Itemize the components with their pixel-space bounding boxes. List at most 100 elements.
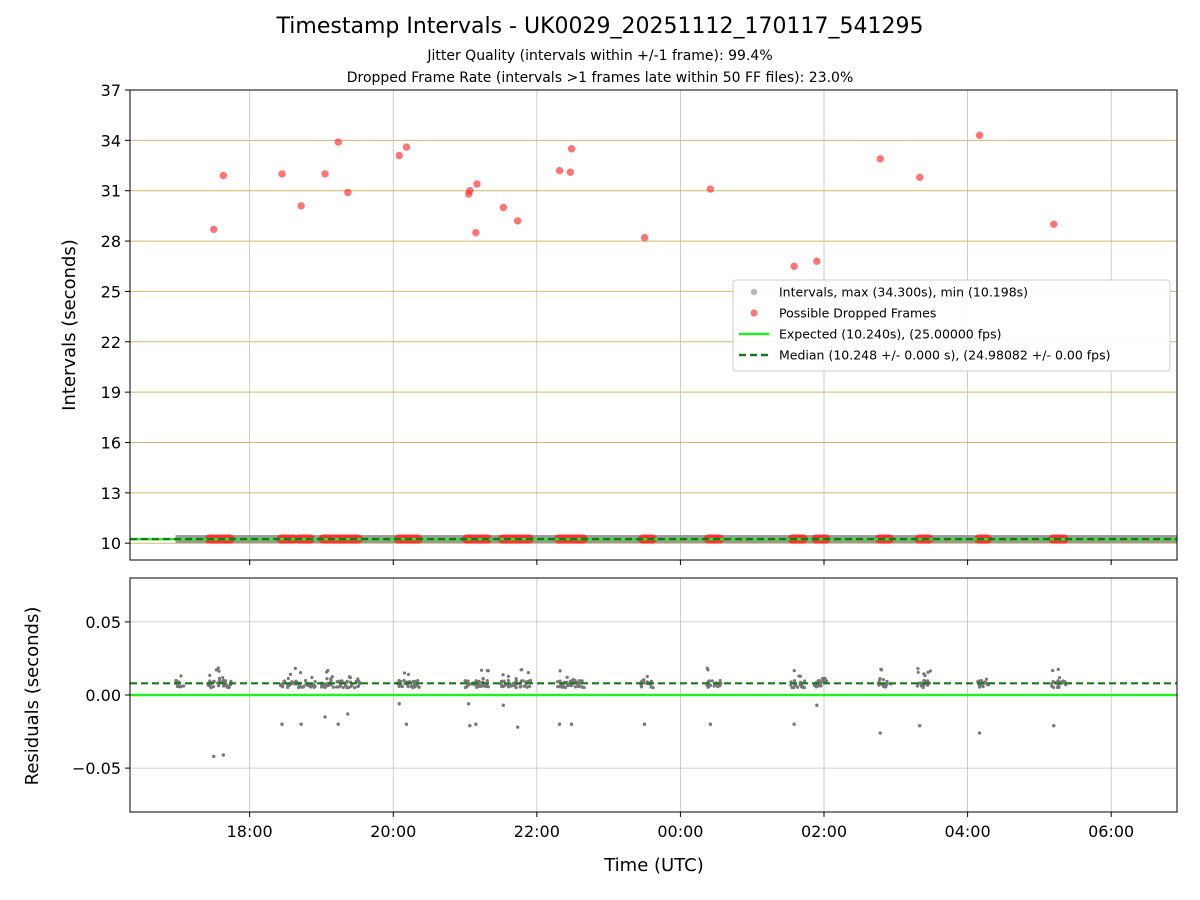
dropped-frame-point-14 [513,217,522,225]
residual-point-219 [485,679,489,683]
residual-point-416 [819,683,823,687]
residual-point-12 [178,684,182,689]
residual-point-247 [528,684,532,688]
residual-point-499 [1057,676,1062,680]
residual-point-134 [348,676,353,680]
residual-point-421 [818,680,822,685]
residual-point-264 [521,679,525,683]
residual-point-151 [335,685,339,689]
residual-point-87 [303,679,308,683]
residual-point-38 [208,673,212,677]
dropped-frame-point-8 [402,143,411,151]
residual-point-349 [642,681,646,685]
residual-point-123 [325,677,329,681]
residual-point-479 [984,677,989,681]
dropped-frame-point-10 [466,187,474,195]
residual-point-226 [479,668,484,672]
residual-point-50 [208,679,212,683]
x-tick-label-0: 18:00 [227,822,273,841]
residual-point-195 [417,685,421,689]
residual-point-107 [301,685,305,689]
residual-point-460 [919,681,923,685]
intervals-ytick-label-5: 25 [101,282,121,301]
residual-point-331 [578,684,582,688]
residual-point-271 [499,679,504,683]
y-axis-label-intervals: Intervals (seconds) [59,239,80,411]
intervals-marks [130,131,1177,544]
residual-outlier-16 [642,722,647,726]
chart-legend: Intervals, max (34.300s), min (10.198s) … [732,279,1171,372]
residual-point-283 [500,684,504,688]
residual-point-235 [485,669,489,673]
residual-point-160 [356,679,360,683]
residual-point-79 [285,685,290,690]
residual-point-255 [509,683,514,687]
residual-point-441 [879,667,883,671]
residual-point-127 [345,680,349,684]
residual-point-505 [1056,679,1060,683]
dropped-frame-point-24 [975,131,984,140]
dropped-frame-point-20 [790,262,798,270]
residual-outlier-2 [280,722,284,726]
residual-point-193 [411,686,415,690]
residual-point-417 [820,676,825,681]
dropped-frame-point-23 [916,173,924,181]
residual-point-43 [209,686,213,690]
residual-point-22 [216,684,221,688]
residual-point-420 [814,685,818,689]
residual-point-440 [878,677,882,681]
residual-point-458 [926,679,930,683]
residual-outlier-4 [323,715,327,719]
residual-point-232 [478,682,482,687]
residual-point-302 [558,669,562,673]
residual-point-114 [341,685,345,690]
residual-point-400 [801,685,805,689]
residual-point-298 [565,675,569,679]
x-tick-label-2: 22:00 [514,822,560,841]
residual-point-483 [979,678,983,683]
residual-point-44 [221,675,225,680]
legend-marker-intervals [750,288,758,296]
residual-point-375 [706,668,710,672]
intervals-axes-frame [129,89,1178,561]
residual-point-230 [465,679,470,683]
dropped-frame-point-3 [297,202,305,210]
residual-point-506 [1051,679,1055,684]
residual-point-398 [790,685,794,690]
residual-point-371 [712,684,716,688]
residual-outlier-10 [468,724,472,728]
residual-point-435 [882,684,886,689]
residual-point-100 [309,684,314,688]
residual-point-260 [518,685,522,689]
residual-point-422 [823,678,827,683]
residual-point-286 [506,678,511,683]
residual-point-158 [323,685,327,690]
dropped-frame-point-21 [813,257,821,265]
residual-point-39 [226,685,230,689]
residual-point-344 [645,674,649,679]
residual-outlier-3 [299,722,303,726]
x-tick-label-6: 06:00 [1088,822,1134,841]
residual-outlier-0 [212,754,216,759]
residual-outlier-14 [557,722,562,726]
residual-point-33 [217,669,221,673]
residuals-ytick-label-2: −0.05 [72,759,121,778]
dropped-frame-point-1 [219,171,228,180]
residual-point-237 [463,685,468,690]
residual-point-462 [916,667,920,671]
residual-point-239 [481,677,485,681]
dropped-frame-point-15 [555,166,564,175]
residual-outlier-20 [878,731,882,735]
intervals-ytick-label-8: 34 [101,131,121,150]
residual-point-299 [555,680,560,684]
residual-outlier-23 [1052,724,1056,728]
axis-ticks: 18:00 20:00 22:00 00:00 02:00 04:00 06:00 10 13 1… [72,81,1134,841]
residual-point-8 [174,679,179,683]
dropped-frame-point-16 [566,168,575,176]
intervals-ytick-label-9: 37 [101,81,121,100]
residual-point-11 [182,684,186,688]
residual-outlier-11 [474,722,478,726]
residual-point-436 [885,679,889,683]
